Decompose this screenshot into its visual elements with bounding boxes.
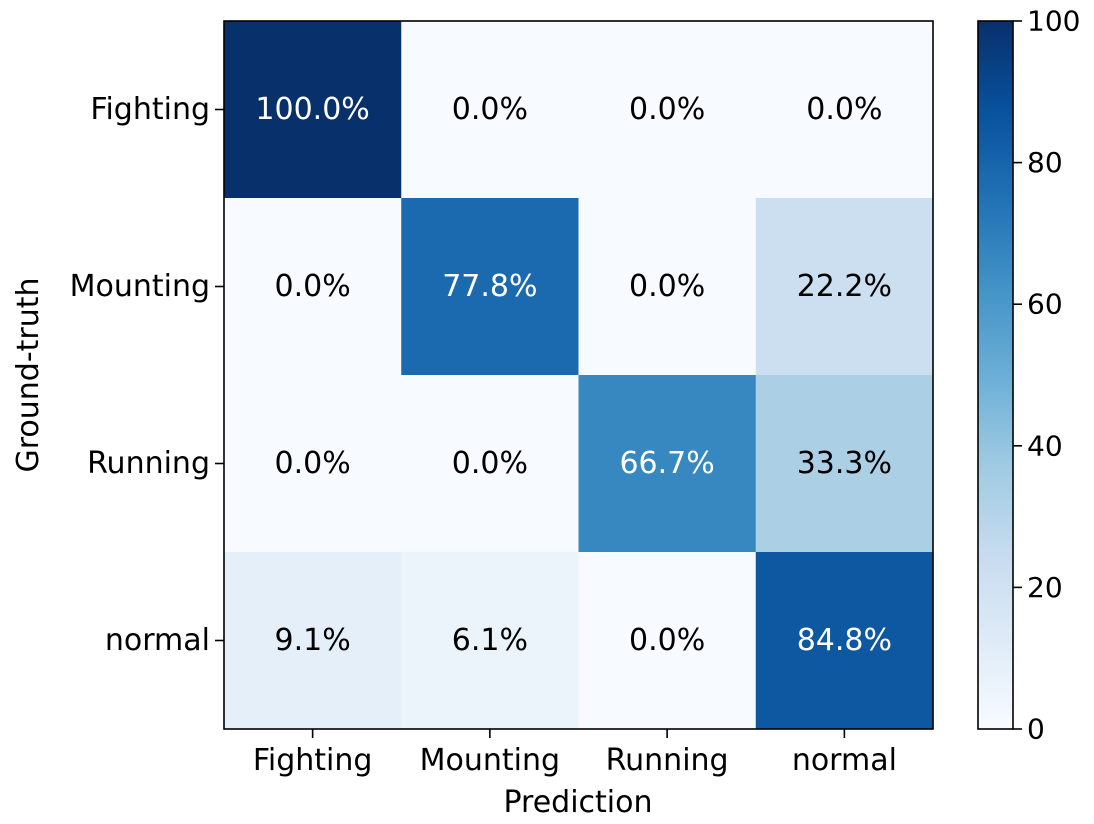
heatmap-cell-1-1: [401, 198, 579, 376]
colorbar-tick-label: 80: [1027, 146, 1063, 179]
heatmap-cell-1-2: [578, 198, 757, 376]
colorbar-tick-label: 20: [1027, 571, 1063, 604]
colorbar-gradient: [977, 20, 1014, 730]
cell-label-2-0: 0.0%: [275, 446, 351, 481]
plot-frame: [223, 20, 934, 730]
heatmap-cell-2-1: [401, 375, 579, 553]
heatmap-cell-3-2: [578, 552, 757, 730]
colorbar-tick-label: 40: [1027, 429, 1063, 462]
colorbar: 0 20 40 60 80 100: [977, 5, 1080, 746]
heatmap-cell-1-0: [224, 198, 402, 376]
cell-label-1-0: 0.0%: [275, 269, 351, 304]
heatmap-cell-2-3: [755, 375, 934, 553]
y-axis-title: Ground-truth: [11, 277, 46, 472]
x-axis-title: Prediction: [503, 785, 652, 820]
heatmap-cell-0-3: [755, 21, 934, 199]
heatmap-cell-1-3: [755, 198, 934, 376]
cell-label-0-0: 100.0%: [255, 92, 369, 127]
y-tick-label: normal: [105, 623, 210, 658]
cell-label-0-2: 0.0%: [629, 92, 705, 127]
cell-label-1-2: 0.0%: [629, 269, 705, 304]
colorbar-tick-label: 0: [1027, 713, 1045, 746]
cell-label-0-1: 0.0%: [452, 92, 528, 127]
heatmap-cell-2-0: [224, 375, 402, 553]
cell-label-3-2: 0.0%: [629, 623, 705, 658]
heatmap-cell-0-2: [578, 21, 757, 199]
colorbar-tick-label: 60: [1027, 288, 1063, 321]
cell-value-labels: 100.0% 0.0% 0.0% 0.0% 0.0% 77.8% 0.0% 22.2% 0.0%…: [255, 92, 892, 658]
y-axis: Fighting Mounting Running normal: [70, 92, 224, 658]
cell-label-3-0: 9.1%: [275, 623, 351, 658]
colorbar-ticks: 0 20 40 60 80 100: [1013, 5, 1080, 746]
x-tick-label: Running: [606, 743, 729, 778]
heatmap-cell-0-1: [401, 21, 579, 199]
heatmap-cell-0-0: [224, 21, 402, 199]
heatmap-cell-3-3: [755, 552, 934, 730]
cell-label-0-3: 0.0%: [806, 92, 882, 127]
cell-label-2-3: 33.3%: [797, 446, 892, 481]
heatmap-cells: [224, 21, 934, 730]
colorbar-tick-label: 100: [1027, 5, 1080, 38]
heatmap-cell-3-0: [224, 552, 402, 730]
heatmap-cell-2-2: [578, 375, 757, 553]
x-axis: Fighting Mounting Running normal: [253, 729, 897, 778]
cell-label-1-3: 22.2%: [797, 269, 892, 304]
x-tick-label: Mounting: [420, 743, 560, 778]
y-tick-label: Mounting: [70, 269, 210, 304]
cell-label-2-1: 0.0%: [452, 446, 528, 481]
cell-label-2-2: 66.7%: [619, 446, 714, 481]
y-tick-label: Running: [87, 446, 210, 481]
heatmap-cell-3-1: [401, 552, 579, 730]
cell-label-3-3: 84.8%: [797, 623, 892, 658]
x-tick-label: Fighting: [253, 743, 373, 778]
y-tick-label: Fighting: [90, 92, 210, 127]
x-tick-label: normal: [792, 743, 897, 778]
cell-label-1-1: 77.8%: [442, 269, 537, 304]
cell-label-3-1: 6.1%: [452, 623, 528, 658]
